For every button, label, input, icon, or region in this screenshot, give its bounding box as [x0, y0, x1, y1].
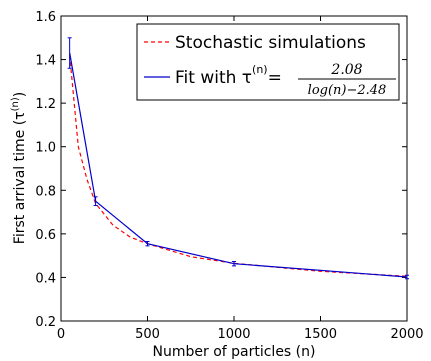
y-tick-label: 0.6 — [35, 228, 56, 243]
legend-fit-eq: = — [268, 68, 282, 88]
x-tick-label: 1500 — [304, 327, 337, 342]
x-tick-label: 1000 — [217, 327, 250, 342]
x-tick-label: 500 — [135, 327, 160, 342]
y-axis-label-sup: (n) — [10, 97, 21, 111]
legend-fit-prefix: Fit with τ — [175, 68, 252, 88]
legend-label-fit: Fit with τ(n)= — [175, 63, 282, 88]
x-tick-label: 0 — [57, 327, 65, 342]
y-axis-label-close: ) — [12, 92, 28, 97]
y-tick-label: 1.6 — [35, 10, 56, 25]
y-tick-label: 1.0 — [35, 141, 56, 156]
x-axis-label: Number of particles (n) — [153, 344, 316, 360]
legend-fit-sup: (n) — [252, 63, 268, 76]
legend: Stochastic simulations Fit with τ(n)= 2.… — [136, 23, 400, 101]
y-tick-label: 0.8 — [35, 184, 56, 199]
y-tick-label: 1.2 — [35, 97, 56, 112]
y-tick-label: 0.4 — [35, 271, 56, 286]
y-axis-label-main: First arrival time (τ — [12, 111, 28, 244]
y-axis-label: First arrival time (τ(n)) — [10, 92, 28, 244]
legend-fit-numerator: 2.08 — [330, 62, 362, 78]
legend-fit-denominator: log(n)−2.48 — [308, 83, 387, 98]
y-tick-label: 1.4 — [35, 54, 56, 69]
series — [67, 37, 409, 280]
ticks: 0 500 1000 1500 2000 0.2 0.4 0.6 0.8 1.0 1.2 1.4 1.6 — [35, 10, 423, 342]
legend-label-stochastic: Stochastic simulations — [175, 33, 366, 53]
x-tick-label: 2000 — [390, 327, 423, 342]
y-tick-label: 0.2 — [35, 315, 56, 330]
legend-box — [136, 23, 400, 101]
